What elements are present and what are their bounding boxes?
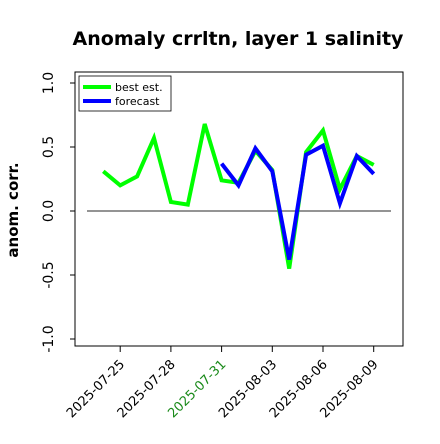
y-tick-label: 1.0 — [41, 72, 57, 94]
series-line-forecast — [220, 142, 376, 260]
series-line-best-est — [102, 123, 375, 269]
plot-frame — [74, 71, 404, 347]
y-tick-label: 0.5 — [41, 136, 57, 158]
plot-area: -1.0-0.50.00.51.02025-07-252025-07-28202… — [41, 71, 404, 421]
legend-label: forecast — [115, 95, 160, 108]
legend-box — [78, 75, 172, 112]
legend-label: best est. — [115, 81, 163, 94]
chart-title: Anomaly crrltn, layer 1 salinity — [73, 28, 404, 50]
y-axis-label: anom. corr. — [4, 162, 22, 257]
y-tick-label: -1.0 — [41, 325, 57, 352]
y-tick-label: -0.5 — [41, 261, 57, 288]
y-tick-label: 0.0 — [41, 200, 57, 222]
